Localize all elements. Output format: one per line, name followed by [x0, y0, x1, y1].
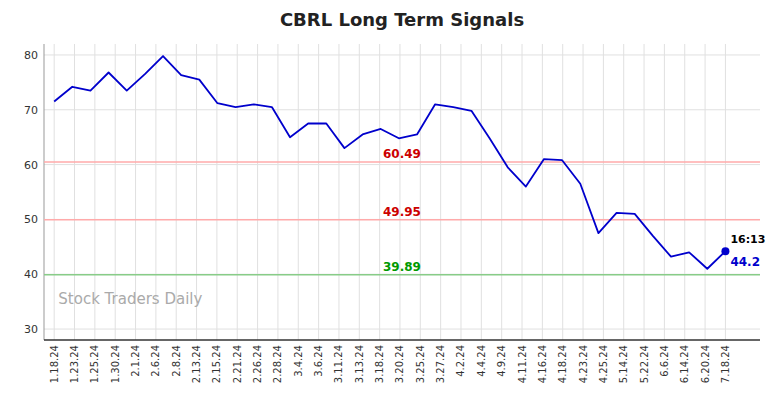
x-tick-label: 3.13.24 [354, 345, 365, 383]
y-tick-label: 40 [24, 268, 38, 281]
point-label: 16:13 [730, 233, 765, 246]
grid-line [725, 44, 726, 340]
x-tick-label: 4.25.24 [598, 345, 609, 383]
x-tick-label: 3.20.24 [394, 345, 405, 383]
grid-line [684, 44, 685, 340]
grid-line [420, 44, 421, 340]
grid [44, 44, 760, 340]
x-tick-label: 2.15.24 [211, 345, 222, 383]
x-tick-label: 1.23.24 [69, 345, 80, 383]
grid-line [460, 44, 461, 340]
grid-line [44, 219, 760, 220]
chart: CBRL Long Term Signals 30 40 50 60 70 80 1.18.2… [0, 0, 784, 398]
x-tick-label: 7.18.24 [720, 345, 731, 383]
x-tick-label: 4.2.24 [455, 345, 466, 377]
x-tick-label: 6.6.24 [659, 345, 670, 377]
reference-label: 39.89 [383, 260, 421, 274]
grid-line [481, 44, 482, 340]
grid-line [216, 44, 217, 340]
watermark: Stock Traders Daily [58, 290, 202, 308]
grid-line [318, 44, 319, 340]
x-tick-label: 2.21.24 [232, 345, 243, 383]
x-tick-label: 3.6.24 [313, 345, 324, 377]
reference-line [44, 161, 760, 163]
grid-line [237, 44, 238, 340]
x-tick-label: 3.11.24 [333, 345, 344, 383]
x-tick-label: 1.30.24 [110, 345, 121, 383]
grid-line [44, 274, 760, 275]
x-tick-label: 2.6.24 [150, 345, 161, 377]
x-tick-label: 2.8.24 [171, 345, 182, 377]
x-tick-label: 3.25.24 [415, 345, 426, 383]
x-tick-label: 2.26.24 [252, 345, 263, 383]
x-tick-label: 2.28.24 [272, 345, 283, 383]
y-tick-label: 80 [24, 49, 38, 62]
x-tick-label: 6.20.24 [700, 345, 711, 383]
x-tick-label: 4.11.24 [517, 345, 528, 383]
grid-line [44, 164, 760, 165]
grid-line [359, 44, 360, 340]
y-tick-label: 70 [24, 104, 38, 117]
x-tick-label: 2.1.24 [130, 345, 141, 377]
x-tick-label: 5.14.24 [618, 345, 629, 383]
grid-line [44, 109, 760, 110]
x-tick-label: 4.9.24 [496, 345, 507, 377]
grid-line [277, 44, 278, 340]
x-tick-label: 5.22.24 [639, 345, 650, 383]
grid-line [542, 44, 543, 340]
x-tick-label: 3.18.24 [374, 345, 385, 383]
reference-label: 49.95 [383, 205, 421, 219]
grid-line [257, 44, 258, 340]
reference-line [44, 274, 760, 276]
x-tick-label: 3.4.24 [293, 345, 304, 377]
grid-line [44, 329, 760, 330]
x-tick-label: 3.27.24 [435, 345, 446, 383]
grid-line [44, 54, 760, 55]
reference-line [44, 219, 760, 221]
point-label: 44.2 [730, 255, 760, 269]
background [0, 0, 784, 398]
grid-line [562, 44, 563, 340]
x-tick-label: 4.23.24 [578, 345, 589, 383]
x-tick-label: 2.13.24 [191, 345, 202, 383]
grid-line [399, 44, 400, 340]
plot-area [44, 56, 760, 275]
x-tick-label: 4.16.24 [537, 345, 548, 383]
grid-line [501, 44, 502, 340]
grid-line [379, 44, 380, 340]
x-tick-label: 4.18.24 [557, 345, 568, 383]
y-tick-label: 30 [24, 323, 38, 336]
x-tick-label: 4.4.24 [476, 345, 487, 377]
grid-line [440, 44, 441, 340]
grid-line [664, 44, 665, 340]
reference-label: 60.49 [383, 147, 421, 161]
y-tick-label: 60 [24, 159, 38, 172]
title: CBRL Long Term Signals [280, 9, 524, 30]
grid-line [705, 44, 706, 340]
grid-line [298, 44, 299, 340]
x-tick-label: 1.18.24 [49, 345, 60, 383]
grid-line [338, 44, 339, 340]
y-tick-label: 50 [24, 213, 38, 226]
x-tick-label: 1.25.24 [89, 345, 100, 383]
x-tick-label: 6.14.24 [679, 345, 690, 383]
y-axis-line [44, 44, 45, 340]
last-point [721, 247, 729, 255]
grid-line [603, 44, 604, 340]
price-line [54, 56, 725, 269]
grid-line [522, 44, 523, 340]
grid-line [623, 44, 624, 340]
grid-line [644, 44, 645, 340]
x-axis-line [44, 339, 760, 341]
grid-line [54, 44, 55, 340]
